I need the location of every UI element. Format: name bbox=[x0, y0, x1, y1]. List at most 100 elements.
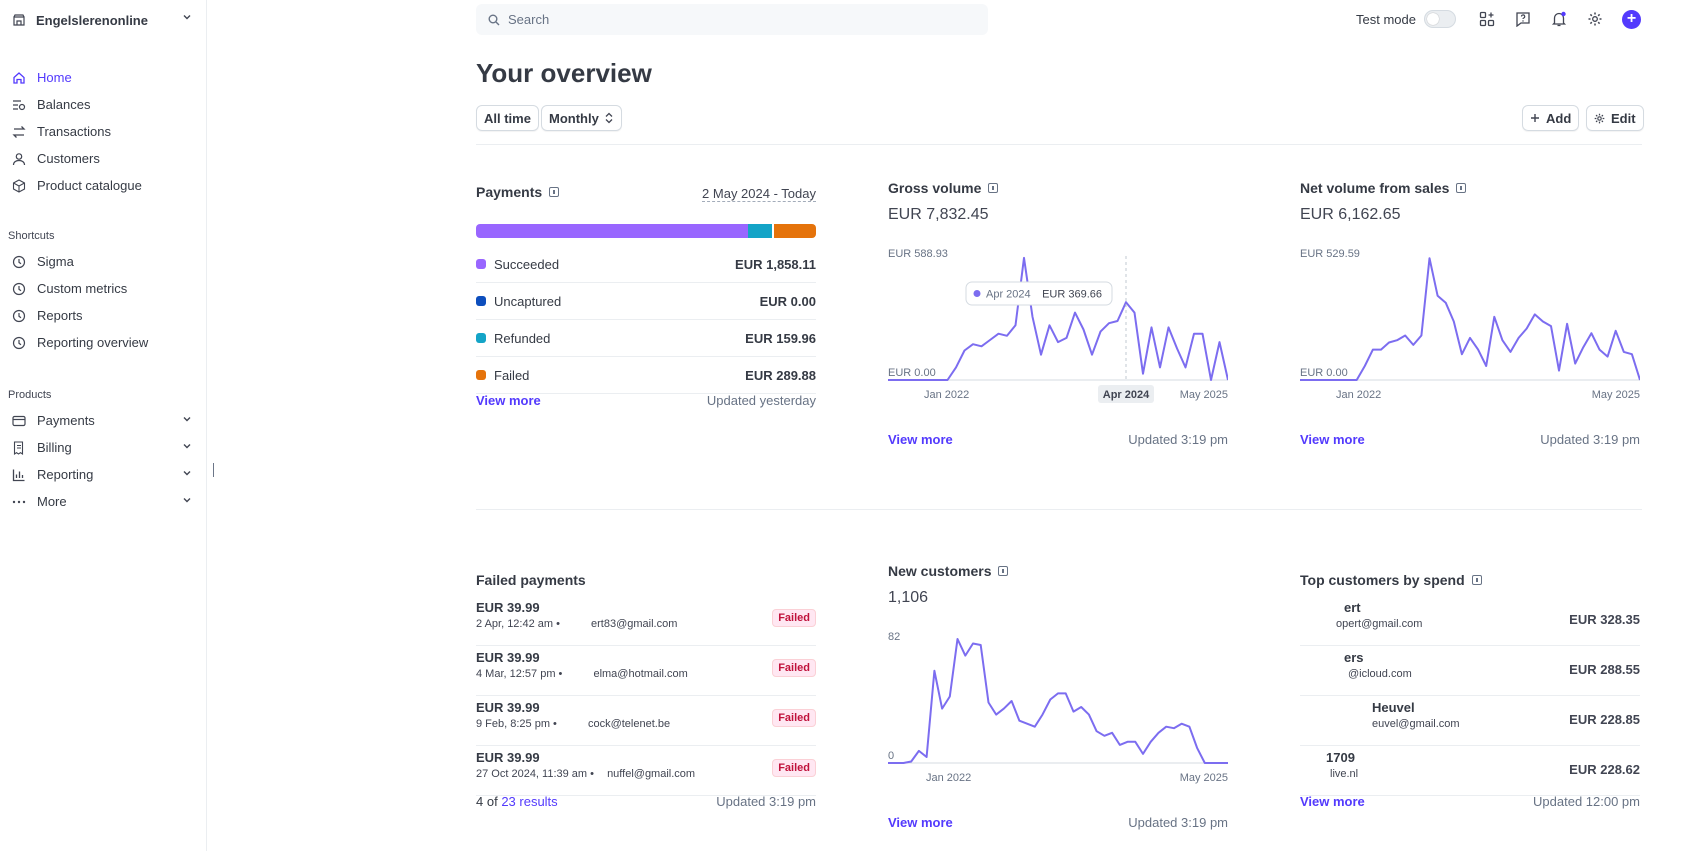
notifications-bell-icon[interactable] bbox=[1550, 10, 1568, 28]
net-volume-title: Net volume from sales bbox=[1300, 180, 1450, 196]
main-nav: Home Balances Transactions Customers Pro… bbox=[12, 64, 192, 199]
sidebar-item-transactions[interactable]: Transactions bbox=[12, 118, 192, 145]
new-customers-value: 1,106 bbox=[888, 589, 929, 606]
transactions-icon bbox=[12, 125, 26, 139]
updated-text: Updated 3:19 pm bbox=[1540, 432, 1640, 447]
sidebar-item-reports[interactable]: Reports bbox=[12, 302, 192, 329]
customer-spend: EUR 328.35 bbox=[1569, 612, 1640, 627]
net-volume-card: Net volume from sales EUR 6,162.65 EUR 5… bbox=[1300, 180, 1640, 450]
gross-volume-chart[interactable]: EUR 588.93 EUR 0.00 Jan 2022 May 2025 Apr 20… bbox=[888, 246, 1228, 426]
gear-icon[interactable] bbox=[1586, 10, 1604, 28]
reporting-icon bbox=[12, 468, 26, 482]
tooltip-date: Apr 2024 bbox=[986, 289, 1031, 301]
x-axis-start-label: Jan 2022 bbox=[1336, 389, 1381, 401]
results-count: 4 of 23 results bbox=[476, 794, 558, 809]
sidebar-item-billing[interactable]: Billing bbox=[12, 434, 192, 461]
section-divider bbox=[476, 509, 1642, 510]
sidebar-item-reporting[interactable]: Reporting bbox=[12, 461, 192, 488]
x-axis-end-label: May 2025 bbox=[1180, 389, 1228, 401]
chevron-down-icon bbox=[183, 444, 191, 449]
info-icon[interactable] bbox=[549, 187, 560, 197]
sidebar-item-label: Reports bbox=[37, 308, 83, 323]
list-item[interactable]: ers @icloud.com EUR 288.55 bbox=[1300, 646, 1640, 696]
status-badge: Failed bbox=[772, 659, 816, 677]
payments-icon bbox=[12, 414, 26, 428]
failed-payments-title: Failed payments bbox=[476, 572, 586, 588]
status-amount: EUR 289.88 bbox=[745, 367, 816, 383]
series-line bbox=[888, 638, 1228, 764]
apps-icon[interactable] bbox=[1478, 10, 1496, 28]
list-item[interactable]: ert opert@gmail.com EUR 328.35 bbox=[1300, 596, 1640, 646]
sidebar-item-more[interactable]: More bbox=[12, 488, 192, 515]
status-badge: Failed bbox=[772, 609, 816, 627]
add-button[interactable]: Add bbox=[1522, 105, 1580, 131]
clock-icon bbox=[12, 255, 26, 269]
list-item[interactable]: EUR 39.99 9 Feb, 8:25 pm • cock@telenet.… bbox=[476, 696, 816, 746]
info-icon[interactable] bbox=[1471, 575, 1482, 585]
balances-icon bbox=[12, 98, 26, 112]
view-more-link[interactable]: View more bbox=[1300, 794, 1365, 809]
search-input[interactable]: Search bbox=[476, 4, 988, 35]
view-more-link[interactable]: View more bbox=[888, 432, 953, 447]
date-range-button[interactable]: All time bbox=[476, 105, 539, 131]
view-more-link[interactable]: View more bbox=[1300, 432, 1365, 447]
info-icon[interactable] bbox=[998, 566, 1009, 576]
payment-status-row[interactable]: Uncaptured EUR 0.00 bbox=[476, 283, 816, 320]
payment-meta: 4 Mar, 12:57 pm • elma@hotmail.com bbox=[476, 668, 688, 680]
sidebar-item-label: Custom metrics bbox=[37, 281, 128, 296]
help-icon[interactable] bbox=[1514, 10, 1532, 28]
payment-status-row[interactable]: Refunded EUR 159.96 bbox=[476, 320, 816, 357]
customer-email: @icloud.com bbox=[1348, 668, 1412, 680]
payment-date: 9 Feb, 8:25 pm • bbox=[476, 718, 560, 730]
sidebar-item-balances[interactable]: Balances bbox=[12, 91, 192, 118]
account-switcher[interactable]: Engelslerenonline bbox=[12, 10, 192, 30]
updated-text: Updated 12:00 pm bbox=[1533, 794, 1640, 809]
top-customers-title: Top customers by spend bbox=[1300, 572, 1465, 588]
create-plus-icon[interactable]: + bbox=[1621, 9, 1641, 29]
list-item[interactable]: EUR 39.99 4 Mar, 12:57 pm • elma@hotmail… bbox=[476, 646, 816, 696]
sidebar-item-sigma[interactable]: Sigma bbox=[12, 248, 192, 275]
series-line bbox=[1300, 257, 1640, 381]
results-link[interactable]: 23 results bbox=[501, 794, 558, 809]
list-item[interactable]: Heuvel euvel@gmail.com EUR 228.85 bbox=[1300, 696, 1640, 746]
sidebar-item-custom-metrics[interactable]: Custom metrics bbox=[12, 275, 192, 302]
chevron-updown-icon bbox=[605, 112, 613, 124]
sidebar-item-product-catalogue[interactable]: Product catalogue bbox=[12, 172, 192, 199]
tooltip-box bbox=[965, 281, 1113, 306]
view-more-link[interactable]: View more bbox=[476, 393, 541, 408]
info-icon[interactable] bbox=[988, 183, 999, 193]
new-customers-chart[interactable]: 82 0 Jan 2022 May 2025 bbox=[888, 629, 1228, 809]
list-item[interactable]: EUR 39.99 2 Apr, 12:42 am • ert83@gmail.… bbox=[476, 596, 816, 646]
payments-card: Payments 2 May 2024 - Today Succeeded EU… bbox=[476, 184, 816, 414]
sidebar-resize-handle[interactable] bbox=[213, 463, 214, 477]
account-name: Engelslerenonline bbox=[36, 12, 148, 28]
sidebar-item-reporting-overview[interactable]: Reporting overview bbox=[12, 329, 192, 356]
list-item[interactable]: 1709 live.nl EUR 228.62 bbox=[1300, 746, 1640, 796]
payment-status-row[interactable]: Succeeded EUR 1,858.11 bbox=[476, 246, 816, 283]
edit-label: Edit bbox=[1611, 110, 1636, 126]
sidebar-item-payments[interactable]: Payments bbox=[12, 407, 192, 434]
clock-icon bbox=[12, 309, 26, 323]
chevron-down-icon bbox=[183, 471, 191, 476]
add-label: Add bbox=[1546, 110, 1572, 126]
gross-volume-footer: View more Updated 3:19 pm bbox=[888, 432, 1228, 447]
payment-amount: EUR 39.99 bbox=[476, 650, 540, 665]
sidebar-item-home[interactable]: Home bbox=[12, 64, 192, 91]
interval-select[interactable]: Monthly bbox=[541, 105, 622, 131]
customer-spend: EUR 228.62 bbox=[1569, 762, 1640, 777]
status-dot bbox=[476, 296, 486, 306]
sidebar-item-customers[interactable]: Customers bbox=[12, 145, 192, 172]
net-volume-chart[interactable]: EUR 529.59 EUR 0.00 Jan 2022 May 2025 bbox=[1300, 246, 1640, 426]
shortcuts-heading: Shortcuts bbox=[8, 230, 55, 242]
view-more-link[interactable]: View more bbox=[888, 815, 953, 830]
test-mode-toggle[interactable] bbox=[1423, 10, 1456, 28]
payment-status-row[interactable]: Failed EUR 289.88 bbox=[476, 357, 816, 394]
x-axis-hover-label-bg bbox=[1098, 385, 1154, 403]
edit-button[interactable]: Edit bbox=[1586, 105, 1644, 131]
list-item[interactable]: EUR 39.99 27 Oct 2024, 11:39 am • nuffel… bbox=[476, 746, 816, 796]
info-icon[interactable] bbox=[1456, 183, 1467, 193]
payments-date-range[interactable]: 2 May 2024 - Today bbox=[702, 186, 816, 202]
customers-icon bbox=[12, 152, 26, 166]
products-heading: Products bbox=[8, 389, 52, 401]
customer-name: 1709 bbox=[1326, 750, 1355, 765]
